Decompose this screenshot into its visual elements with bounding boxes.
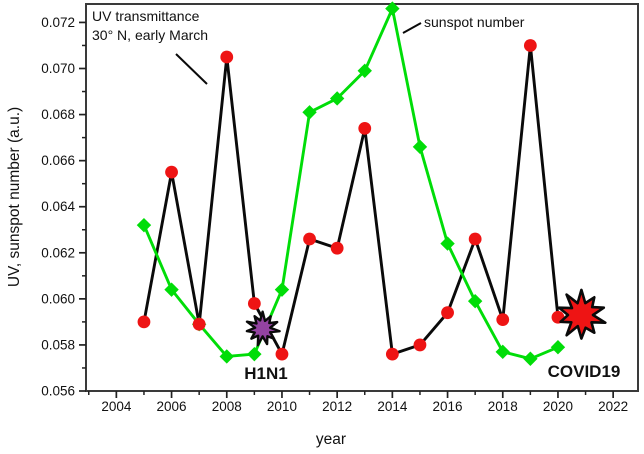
annotation-h1n1-label: H1N1 — [244, 364, 287, 383]
uv-data-point — [275, 347, 289, 361]
sunspot-data-point — [467, 293, 483, 309]
annotation-sunspot-leader-line — [402, 22, 422, 34]
uv-data-point — [441, 306, 454, 320]
annotation-uv-line2: 30° N, early March — [92, 27, 208, 43]
series-sunspot-line — [142, 7, 559, 361]
uv-data-point — [385, 347, 399, 361]
annotation-sunspot-label: sunspot number — [424, 14, 525, 30]
x-tick-label: 2004 — [101, 399, 132, 414]
x-tick-label: 2018 — [488, 399, 518, 414]
uv-data-point — [247, 297, 261, 310]
sunspot-data-point — [550, 340, 566, 355]
uv-data-point — [523, 39, 537, 52]
annotation-covid-label: COVID19 — [548, 362, 621, 381]
h1n1-star — [245, 310, 281, 347]
x-tick-label: 2010 — [267, 399, 297, 414]
covid-star — [557, 288, 607, 340]
uv-data-point — [330, 241, 344, 255]
y-tick-label: 0.056 — [41, 384, 75, 399]
sunspot-data-point — [219, 349, 234, 364]
uv-data-point — [358, 121, 372, 135]
y-axis-title: UV, sunspot number (a.u.) — [6, 107, 23, 287]
x-tick-label: 2016 — [433, 399, 463, 414]
uv-data-point — [165, 165, 178, 179]
plot-area: 2004 2006 2008 2010 2012 2014 2016 2018 2020 2022… — [41, 1, 639, 414]
uv-data-point — [220, 50, 234, 64]
x-tick-label: 2022 — [598, 399, 628, 414]
uv-data-point — [413, 338, 427, 352]
plot-frame — [85, 3, 639, 392]
y-tick-label: 0.060 — [41, 291, 75, 306]
y-tick-label: 0.072 — [41, 15, 75, 30]
y-tick-label: 0.070 — [41, 61, 75, 76]
uv-data-point — [468, 232, 482, 246]
sunspot-data-point — [247, 346, 262, 362]
uv-data-point — [303, 232, 316, 246]
uv-data-point — [192, 317, 206, 331]
sunspot-data-point — [274, 282, 290, 297]
sunspot-data-point — [164, 282, 179, 297]
sunspot-data-point — [440, 236, 455, 251]
sunspot-data-point — [136, 217, 152, 233]
sunspot-data-point — [357, 63, 372, 79]
x-tick-label: 2012 — [322, 399, 352, 414]
x-tick-label: 2006 — [157, 399, 187, 414]
sunspot-data-point — [412, 139, 428, 155]
sunspot-data-point — [523, 351, 538, 366]
annotation-uv-leader-line — [175, 53, 208, 85]
sunspot-data-point — [302, 105, 317, 120]
uv-data-point — [496, 313, 510, 326]
sunspot-data-point — [385, 1, 400, 16]
x-axis-title: year — [316, 431, 346, 448]
x-tick-label: 2014 — [377, 399, 408, 414]
uv-data-point — [137, 315, 151, 329]
sunspot-data-point — [495, 344, 510, 360]
y-tick-label: 0.066 — [41, 153, 75, 168]
series-uv-line — [142, 44, 560, 356]
y-tick-label: 0.062 — [41, 245, 75, 260]
annotation-uv-line1: UV transmittance — [92, 8, 200, 24]
y-tick-label: 0.058 — [41, 337, 75, 352]
y-tick-label: 0.068 — [41, 107, 75, 122]
x-tick-label: 2020 — [543, 399, 573, 414]
y-tick-label: 0.064 — [41, 199, 75, 214]
sunspot-data-point — [329, 91, 345, 106]
x-tick-label: 2008 — [212, 399, 242, 414]
